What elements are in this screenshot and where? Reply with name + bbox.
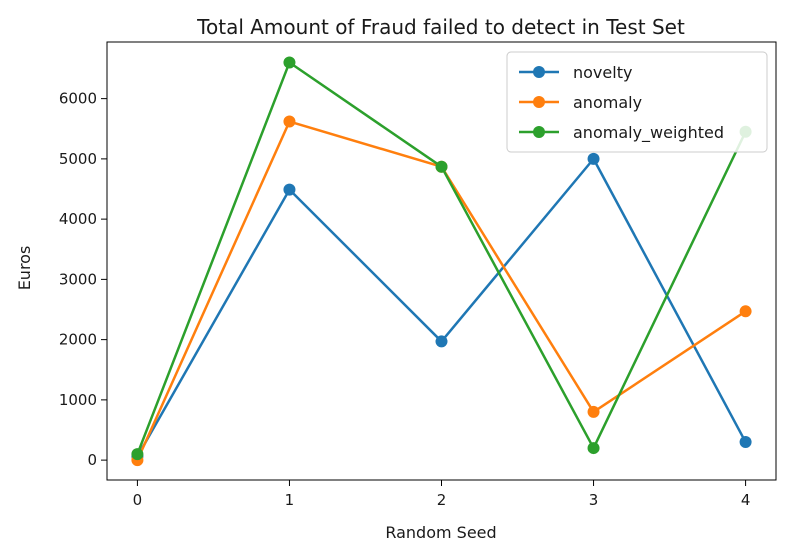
legend-marker-anomaly_weighted [533,126,545,138]
data-point-novelty [283,183,296,196]
y-tick-label: 6000 [59,90,97,108]
y-axis: 0 1000 2000 3000 4000 5000 6000 [59,90,107,469]
data-point-novelty [435,335,448,348]
y-tick-label: 3000 [59,270,97,288]
legend-box [506,51,768,153]
y-tick-label: 5000 [59,150,97,168]
legend-marker-anomaly [533,96,545,108]
data-point-anomaly_weighted [283,56,296,69]
y-axis-label: Euros [15,246,34,291]
data-point-anomaly_weighted [131,448,144,461]
data-point-novelty [739,436,752,449]
x-axis: 0 1 2 3 4 [133,480,751,509]
legend: novelty anomaly anomaly_weighted [506,51,768,153]
legend-marker-novelty [533,66,545,78]
chart-title: Total Amount of Fraud failed to detect i… [196,15,685,39]
x-tick-label: 0 [133,491,143,509]
data-point-anomaly_weighted [587,442,600,455]
data-point-anomaly_weighted [435,160,448,173]
legend-label-anomaly_weighted: anomaly_weighted [573,123,724,143]
data-point-anomaly [587,405,600,418]
x-tick-label: 4 [741,491,751,509]
y-tick-label: 2000 [59,331,97,349]
x-tick-label: 2 [437,491,447,509]
y-tick-label: 0 [87,451,97,469]
x-tick-label: 3 [589,491,599,509]
legend-label-novelty: novelty [573,63,632,82]
data-point-novelty [587,152,600,165]
x-axis-label: Random Seed [385,523,496,542]
y-tick-label: 1000 [59,391,97,409]
legend-label-anomaly: anomaly [573,93,642,112]
y-tick-label: 4000 [59,210,97,228]
plot-frame [106,41,777,481]
data-point-anomaly [283,115,296,128]
x-tick-label: 1 [285,491,295,509]
data-point-anomaly [739,305,752,318]
series-line-novelty [136,157,747,458]
